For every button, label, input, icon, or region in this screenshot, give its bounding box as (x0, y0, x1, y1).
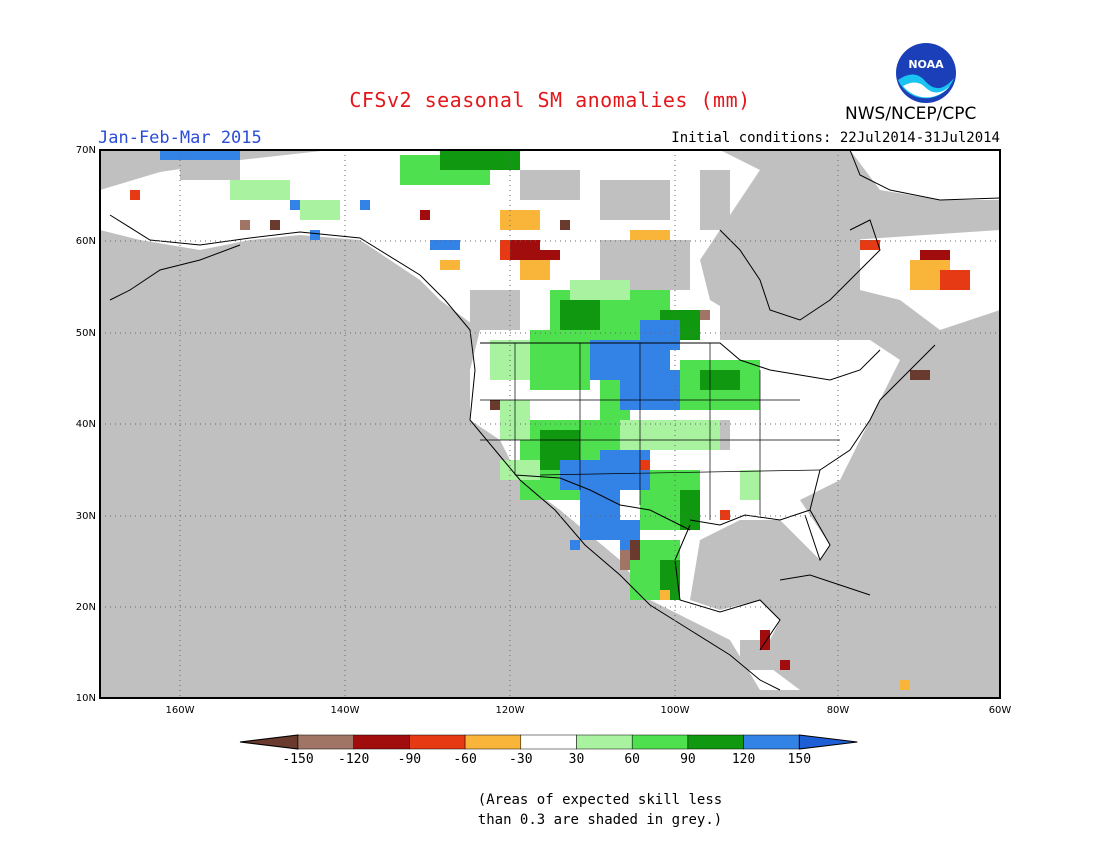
cuba (779, 574, 871, 596)
us-mexico-border (514, 474, 691, 531)
legend-tick-label: 120 (732, 752, 755, 767)
chart-title: CFSv2 seasonal SM anomalies (mm) (349, 88, 751, 112)
legend-swatch (520, 734, 577, 750)
coastline-west (109, 214, 781, 691)
legend-tick-label: -90 (398, 752, 421, 767)
noaa-logo-icon: NOAA (896, 43, 956, 103)
lat-label: 30N (76, 511, 96, 522)
lat-label: 40N (76, 419, 96, 430)
legend-swatch (576, 734, 633, 750)
legend-tick-label: -60 (453, 752, 476, 767)
legend-arrow-right (798, 734, 858, 750)
legend-tick-label: 150 (788, 752, 811, 767)
lat-labels: 70N 60N 50N 40N 30N 20N 10N (76, 145, 96, 704)
legend-tick-label: 60 (624, 752, 640, 767)
legend-swatch (464, 734, 522, 750)
lon-label: 140W (331, 705, 360, 716)
legend-swatch (409, 734, 466, 750)
skill-note-line1: (Areas of expected skill less (477, 792, 723, 808)
logo-text: NOAA (908, 58, 944, 71)
greenland-coast (849, 150, 1000, 201)
hudson-bay (719, 219, 881, 321)
lon-label: 100W (661, 705, 690, 716)
lat-label: 70N (76, 145, 96, 156)
lon-label: 120W (496, 705, 525, 716)
color-legend: -150 -120 -90 -60 -30 30 60 90 120 150 (239, 734, 858, 767)
map-gridlines (100, 150, 1000, 698)
legend-tick-label: 90 (680, 752, 696, 767)
lat-label: 10N (76, 693, 96, 704)
lon-label: 60W (989, 705, 1012, 716)
greenland-land (850, 150, 1000, 200)
map-frame (99, 149, 1001, 699)
lat-label: 50N (76, 328, 96, 339)
lon-labels: 160W 140W 120W 100W 80W 60W (166, 705, 1012, 716)
legend-tick-label: -150 (282, 752, 313, 767)
coastline-east (809, 344, 936, 511)
legend-swatch (631, 734, 689, 750)
legend-tick-label: 30 (569, 752, 585, 767)
legend-swatch (687, 734, 744, 750)
legend-arrow-left (239, 734, 299, 750)
lat-label: 60N (76, 236, 96, 247)
legend-tick-label: -120 (338, 752, 369, 767)
legend-tick-label: -30 (509, 752, 532, 767)
forecast-period: Jan-Feb-Mar 2015 (98, 128, 262, 148)
initial-conditions: Initial conditions: 22Jul2014-31Jul2014 (671, 130, 1000, 146)
skill-note-line2: than 0.3 are shaded in grey.) (477, 812, 723, 828)
agency-label: NWS/NCEP/CPC (845, 104, 977, 124)
us-canada-border (480, 342, 881, 381)
legend-swatch (743, 734, 800, 750)
lat-label: 20N (76, 602, 96, 613)
alaska-coast (109, 244, 241, 301)
legend-swatch (353, 734, 410, 750)
coastline-gulf (689, 509, 831, 562)
lon-label: 80W (827, 705, 850, 716)
legend-swatch (297, 734, 354, 750)
lon-label: 160W (166, 705, 195, 716)
